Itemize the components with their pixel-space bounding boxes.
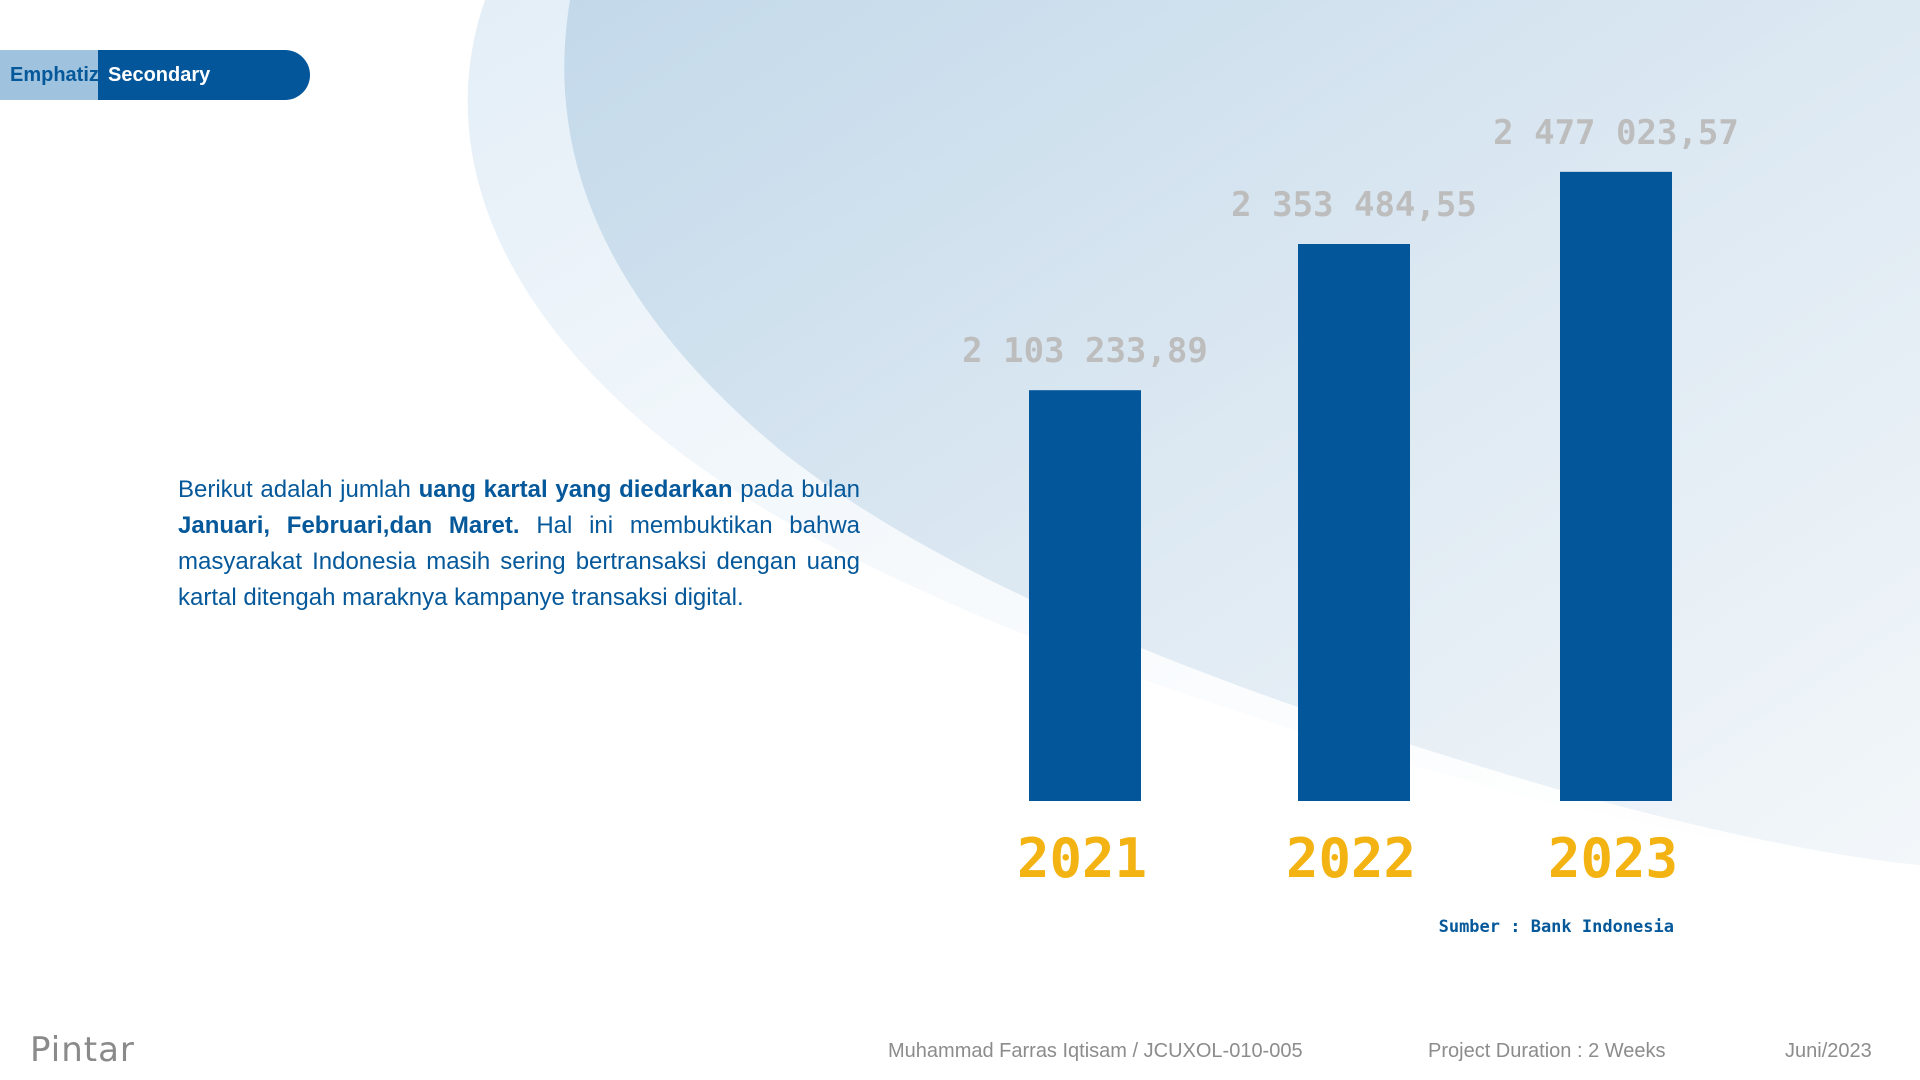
bar-2023 xyxy=(1560,171,1672,801)
desc-bold-2: Januari, Februari,dan Maret. xyxy=(178,512,520,539)
desc-text-1: Berikut adalah jumlah xyxy=(178,476,419,503)
breadcrumb-emphatize[interactable]: Emphatize xyxy=(0,50,110,100)
desc-bold-1: uang kartal yang diedarkan xyxy=(418,476,733,503)
value-label-2022: 2 353 484,55 xyxy=(1231,185,1477,225)
desc-text-2: pada bulan xyxy=(732,476,861,503)
source-note: Sumber : Bank Indonesia xyxy=(1438,917,1674,937)
value-label-2023: 2 477 023,57 xyxy=(1493,113,1739,153)
category-label-2023: 2023 xyxy=(1548,827,1678,890)
breadcrumb-secondary-research[interactable]: Secondary Research xyxy=(98,50,310,136)
footer-duration: Project Duration : 2 Weeks xyxy=(1428,1040,1666,1062)
bar-2021 xyxy=(1029,390,1141,801)
breadcrumb: Emphatize Secondary Research xyxy=(0,50,310,136)
category-label-2021: 2021 xyxy=(1017,827,1147,890)
footer-author: Muhammad Farras Iqtisam / JCUXOL-010-005 xyxy=(888,1040,1303,1062)
desc-text-3: Hal ini membuktikan bahwa masyarakat Ind… xyxy=(178,512,861,611)
description-paragraph: Berikut adalah jumlah uang kartal yang d… xyxy=(178,472,860,616)
footer-date: Juni/2023 xyxy=(1785,1040,1872,1062)
bar-2022 xyxy=(1298,244,1410,801)
pintar-logo: Pintar xyxy=(30,1030,135,1070)
value-label-2021: 2 103 233,89 xyxy=(962,331,1208,371)
category-label-2022: 2022 xyxy=(1286,827,1416,890)
